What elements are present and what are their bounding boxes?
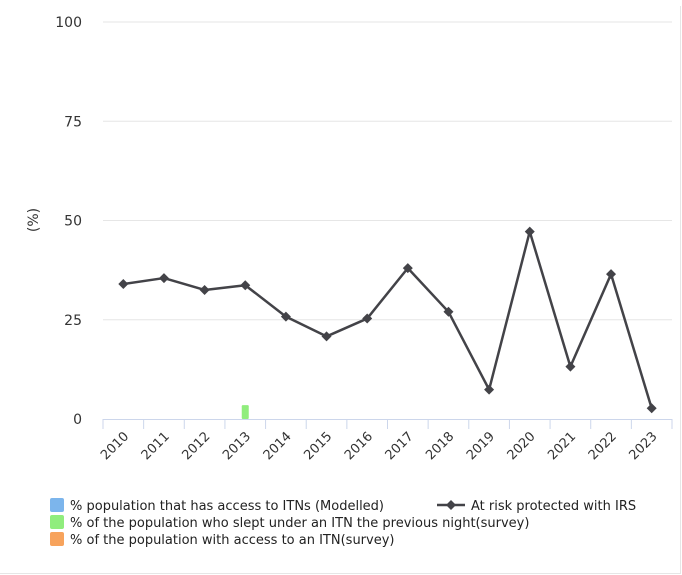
legend-item-label[interactable]: % of the population who slept under an I…: [70, 516, 529, 531]
x-tick-label: 2019: [464, 429, 498, 463]
point-marker[interactable]: [240, 280, 251, 291]
gridlines: [103, 21, 672, 321]
x-tick-label: 2022: [586, 429, 620, 463]
point-marker[interactable]: [484, 384, 495, 395]
legend-swatch: [50, 532, 64, 546]
chart-frame: [0, 6, 681, 574]
point-marker[interactable]: [362, 313, 373, 324]
legend-item-label[interactable]: % of the population with access to an IT…: [70, 533, 394, 548]
legend-item-label[interactable]: % population that has access to ITNs (Mo…: [70, 499, 384, 514]
point-marker[interactable]: [646, 403, 657, 414]
y-tick-label: 100: [55, 15, 82, 31]
x-tick-label: 2018: [423, 429, 457, 463]
legend-diamond-icon: [446, 500, 456, 510]
point-marker[interactable]: [565, 361, 576, 372]
x-tick-label: 2015: [301, 429, 335, 463]
y-tick-labels: 0 25 50 75 100: [55, 15, 82, 428]
x-tick-label: 2010: [98, 429, 132, 463]
y-tick-label: 50: [64, 214, 82, 230]
x-tick-label: 2016: [342, 429, 376, 463]
x-axis: [102, 419, 673, 429]
y-tick-label: 75: [64, 114, 82, 130]
line-series: [118, 226, 657, 414]
x-tick-label: 2011: [139, 429, 173, 463]
x-tick-label: 2012: [179, 429, 213, 463]
point-marker[interactable]: [199, 284, 210, 295]
point-marker[interactable]: [606, 269, 617, 280]
point-marker[interactable]: [118, 279, 129, 290]
point-marker[interactable]: [158, 273, 169, 284]
x-tick-labels: 2010 2011 2012 2013 2014 2015 2016 2017 2018 2019…: [98, 429, 660, 463]
series-line: [123, 230, 653, 409]
point-marker[interactable]: [443, 306, 454, 317]
bar-series: [241, 405, 249, 419]
point-marker[interactable]: [321, 331, 332, 342]
y-axis-label: (%): [26, 208, 42, 232]
x-tick-label: 2020: [505, 429, 539, 463]
legend-swatch: [50, 515, 64, 529]
y-tick-label: 25: [64, 313, 82, 329]
legend: % population that has access to ITNs (Mo…: [50, 498, 636, 548]
x-tick-label: 2021: [545, 429, 579, 463]
bar[interactable]: [241, 405, 249, 419]
x-tick-label: 2023: [626, 429, 660, 463]
point-marker[interactable]: [280, 311, 291, 322]
point-marker[interactable]: [402, 263, 413, 274]
y-tick-label: 0: [73, 412, 82, 428]
legend-swatch: [50, 498, 64, 512]
legend-item-label[interactable]: At risk protected with IRS: [471, 499, 636, 514]
point-marker[interactable]: [524, 226, 535, 237]
x-tick-label: 2014: [261, 429, 295, 463]
x-tick-label: 2013: [220, 429, 254, 463]
x-tick-label: 2017: [383, 429, 417, 463]
